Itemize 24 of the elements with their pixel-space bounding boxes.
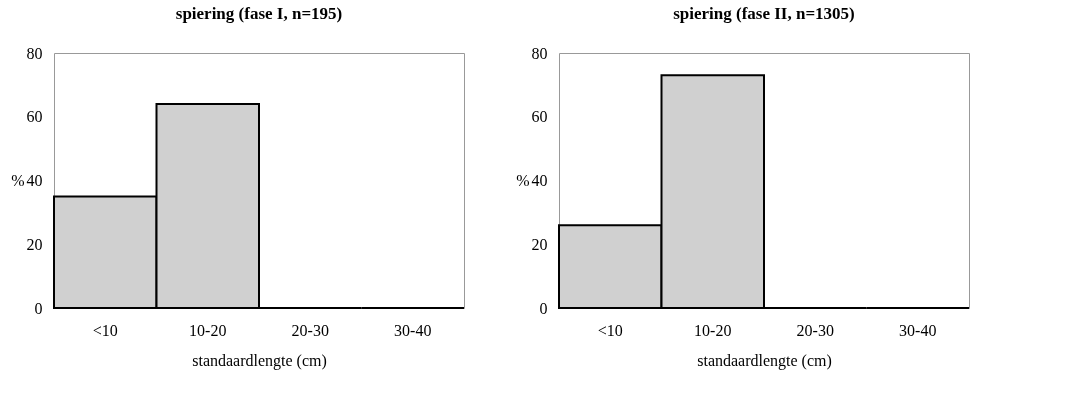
y-axis-title: % bbox=[516, 171, 530, 189]
y-tick-label: 20 bbox=[531, 235, 548, 253]
x-tick-label: <10 bbox=[92, 321, 118, 339]
x-tick-label: 10-20 bbox=[189, 321, 227, 339]
x-tick-label: 20-30 bbox=[796, 321, 834, 339]
y-tick-label: 80 bbox=[26, 44, 43, 62]
y-axis-title: % bbox=[11, 171, 25, 189]
y-tick-label: 0 bbox=[539, 299, 548, 317]
y-tick-label: 0 bbox=[34, 299, 43, 317]
x-tick-label: 10-20 bbox=[694, 321, 732, 339]
chart-title: spiering (fase I, n=195) bbox=[175, 4, 343, 23]
y-tick-label: 60 bbox=[531, 108, 548, 126]
x-tick-label: 20-30 bbox=[291, 321, 329, 339]
y-tick-label: 60 bbox=[26, 108, 43, 126]
y-tick-label: 40 bbox=[26, 172, 43, 189]
x-axis-title: standaardlengte (cm) bbox=[697, 351, 832, 370]
x-tick-label: 30-40 bbox=[899, 321, 937, 339]
y-tick-label: 80 bbox=[531, 44, 548, 62]
y-tick-label: 40 bbox=[531, 172, 548, 189]
y-tick-label: 20 bbox=[26, 235, 43, 253]
chart-title: spiering (fase II, n=1305) bbox=[673, 4, 855, 23]
x-tick-label: <10 bbox=[597, 321, 623, 339]
x-axis-title: standaardlengte (cm) bbox=[192, 351, 327, 370]
x-tick-label: 30-40 bbox=[394, 321, 432, 339]
